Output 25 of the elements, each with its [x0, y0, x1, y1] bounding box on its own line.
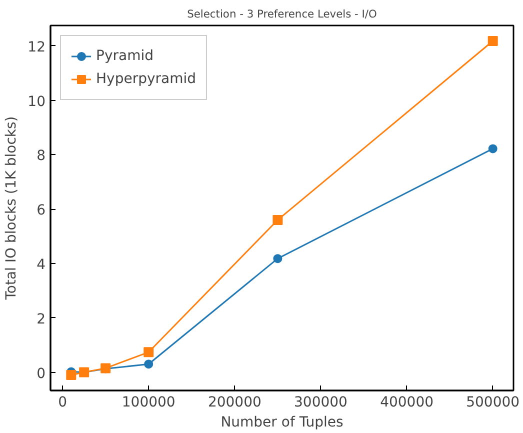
y-tick-label: 6: [36, 202, 46, 219]
x-tick-label: 500000: [466, 394, 520, 410]
point: [488, 36, 498, 46]
x-tick-label: 400000: [380, 394, 434, 410]
point: [272, 214, 283, 225]
y-tick-label: 10: [28, 94, 46, 110]
x-tick-label: 100000: [122, 394, 176, 410]
legend-label: Pyramid: [96, 48, 154, 64]
x-tick-label: 200000: [208, 394, 262, 410]
y-tick-label: 4: [36, 256, 46, 273]
chart-title: Selection - 3 Preference Levels - I/O: [187, 8, 377, 20]
legend-label: Hyperpyramid: [96, 71, 196, 87]
x-tick-label: 0: [58, 394, 68, 410]
y-tick-label: 0: [36, 366, 46, 382]
point: [144, 347, 154, 358]
y-tick-label: 12: [28, 39, 46, 56]
y-axis-title: Total IO blocks (1K blocks): [4, 116, 20, 301]
point: [488, 144, 498, 154]
y-tick-label: 8: [36, 148, 46, 164]
x-axis-title: Number of Tuples: [220, 414, 344, 430]
y-tick-label: 2: [36, 311, 46, 328]
point: [273, 254, 282, 264]
x-tick-label: 300000: [294, 394, 348, 410]
point: [66, 370, 76, 380]
point: [144, 360, 154, 369]
